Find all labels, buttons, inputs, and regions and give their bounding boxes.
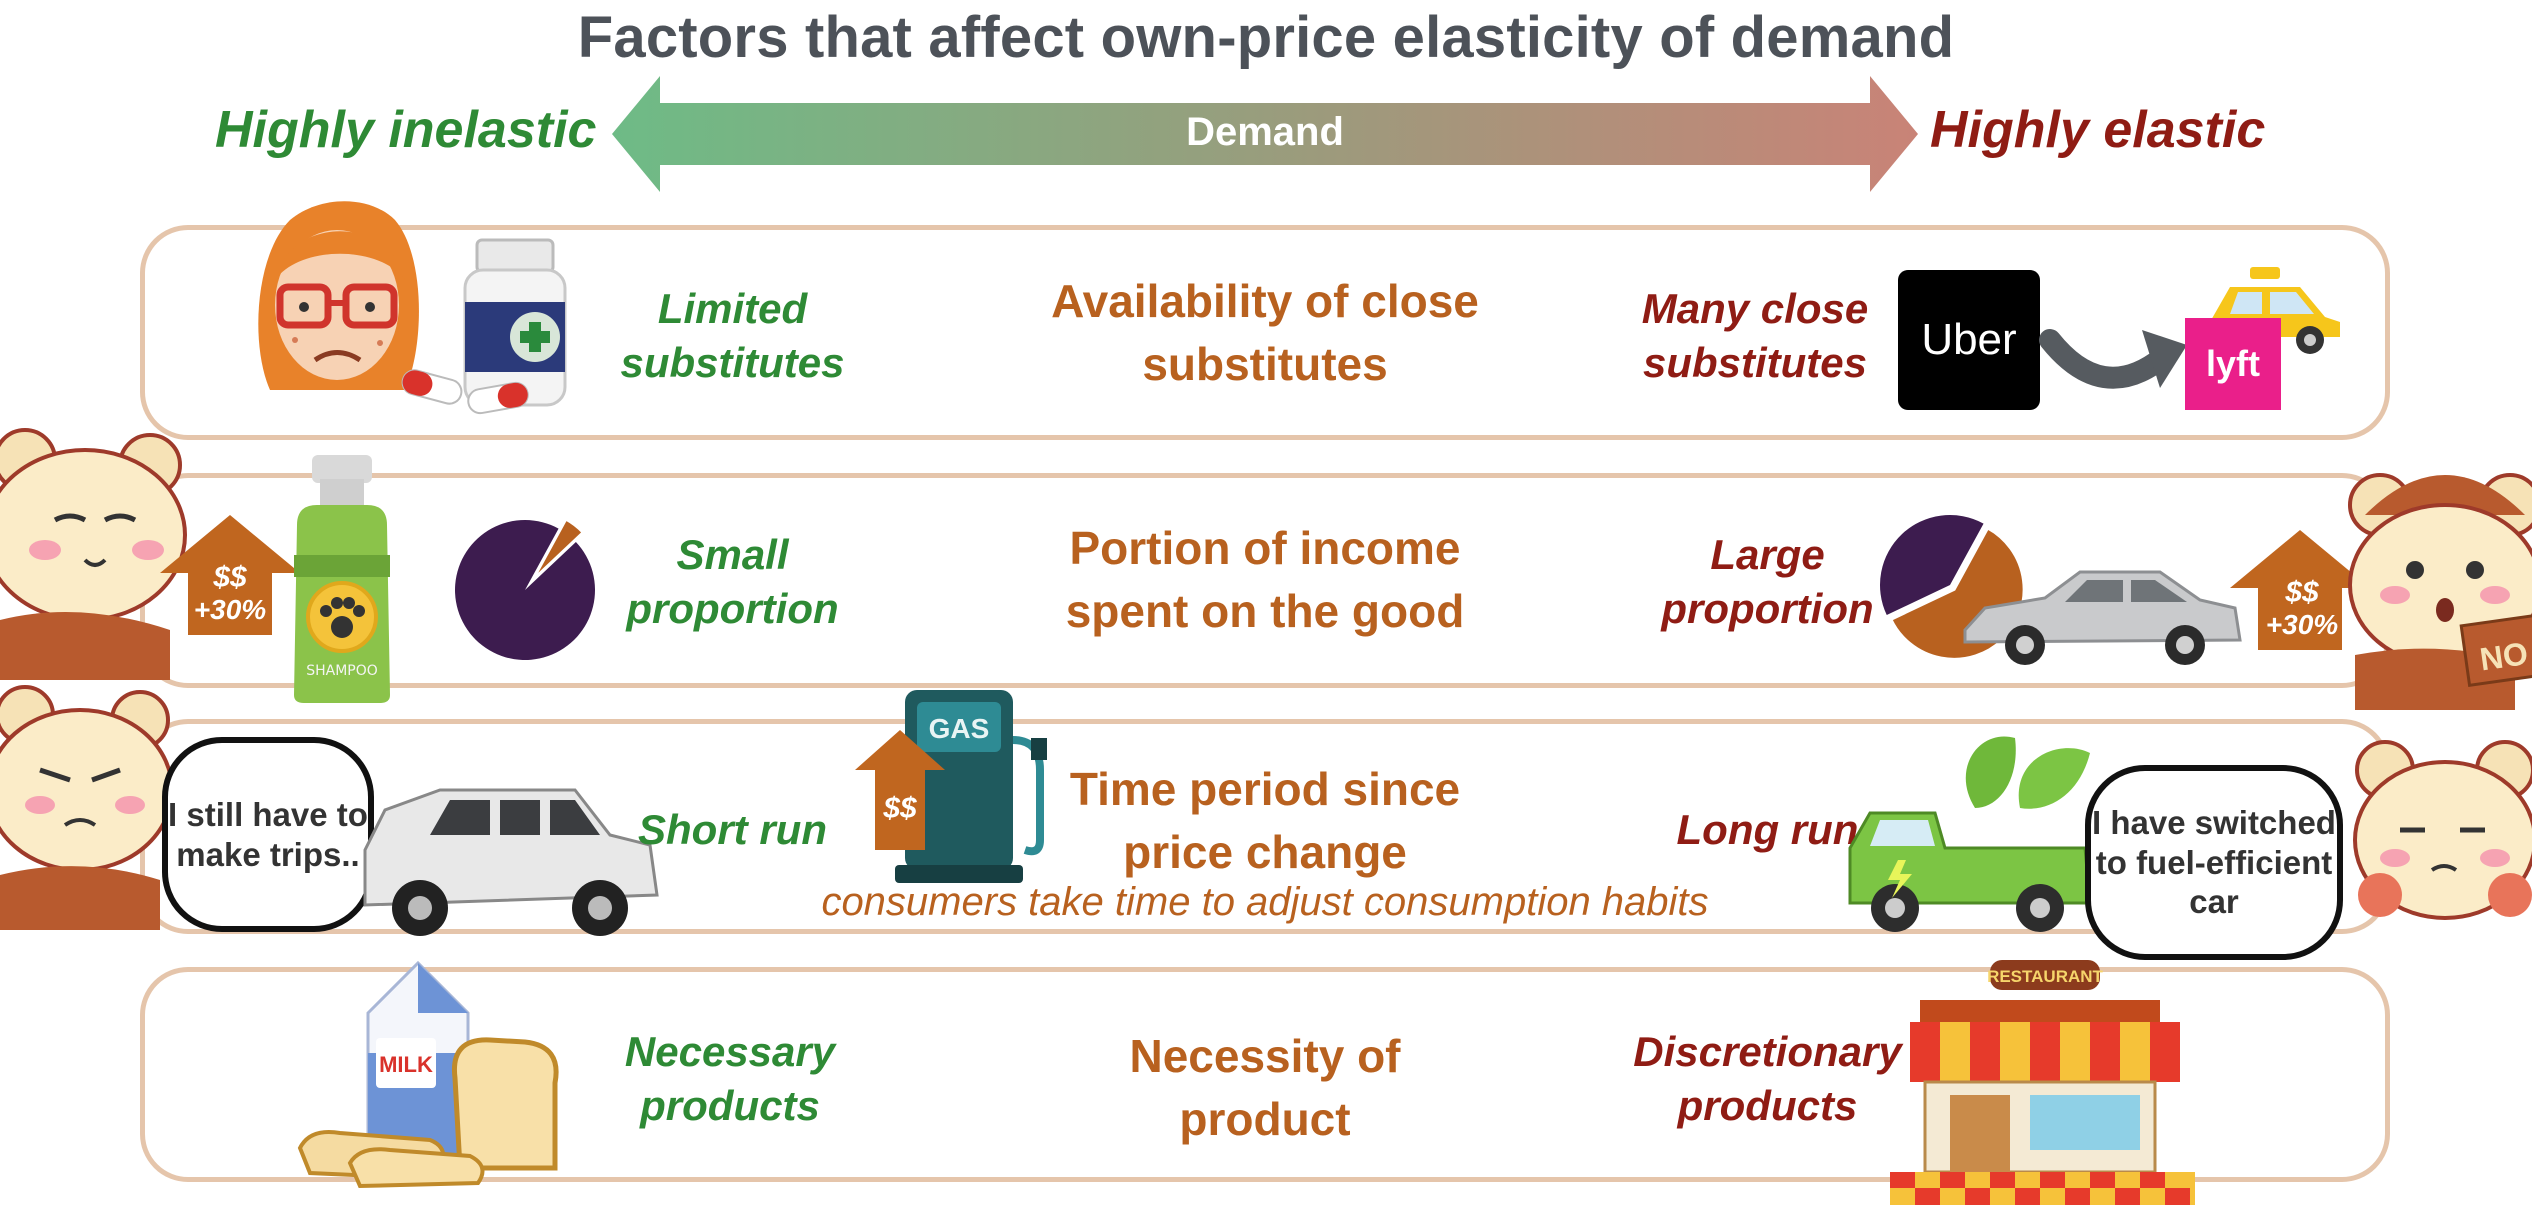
limited-substitutes-label: Limited substitutes xyxy=(620,285,845,386)
curved-arrow-icon xyxy=(2039,329,2187,389)
row-frame-necessity xyxy=(140,967,2390,1182)
speech-bubble-long-run-text: I have switched to fuel-efficient car xyxy=(2092,804,2336,921)
worried-woman-icon xyxy=(258,201,419,390)
speech-bubble-short-run-text: I still have to make trips.. xyxy=(168,795,368,873)
factor-necessity-of-product: Necessity of product xyxy=(1129,1030,1401,1145)
price-tag-dollars: $$ xyxy=(212,561,247,594)
sleepy-bear-icon xyxy=(2353,740,2532,920)
uber-logo-icon: Uber xyxy=(1898,270,2040,410)
restaurant-sign-text: RESTAURANT xyxy=(1987,967,2103,986)
uber-logo-text: Uber xyxy=(1921,315,2017,364)
calm-bear-icon xyxy=(0,428,187,680)
shampoo-bottle-icon: SHAMPOO xyxy=(294,455,390,703)
highly-elastic-label: Highly elastic xyxy=(1930,101,2266,159)
factor-availability-of-substitutes: Availability of close substitutes xyxy=(1051,275,1479,390)
small-slice-pie-icon xyxy=(455,517,595,660)
price-up-arrow-icon: $$ +30% xyxy=(2230,530,2370,650)
price-up-arrow-icon: $$ +30% xyxy=(160,515,300,635)
many-close-substitutes-label: Many close substitutes xyxy=(1641,285,1869,386)
medicine-bottle-icon xyxy=(463,238,567,407)
pie-remainder-slice xyxy=(1880,515,1984,615)
short-run-label: Short run xyxy=(638,806,827,853)
bread-icon xyxy=(297,1037,559,1189)
eco-truck-icon xyxy=(1848,736,2092,932)
shampoo-label: SHAMPOO xyxy=(306,663,378,679)
price-tag-dollars-right: $$ xyxy=(2284,576,2319,609)
price-change-text-right: +30% xyxy=(2266,609,2338,640)
pie-highlight-slice xyxy=(531,517,586,582)
pill-capsule-icon xyxy=(401,369,529,415)
demand-scale-arrow xyxy=(612,76,1918,192)
gas-pump-icon: GAS $$ xyxy=(855,690,1047,883)
suv-icon xyxy=(363,788,659,936)
page-title: Factors that affect own-price elasticity… xyxy=(577,5,1955,70)
sedan-car-icon xyxy=(1963,570,2242,665)
checker-floor xyxy=(1890,1172,2195,1205)
speech-bubble-long-run: I have switched to fuel-efficient car xyxy=(2085,765,2343,960)
speech-bubble-short-run: I still have to make trips.. xyxy=(162,737,374,932)
factor-time-period: Time period since price change xyxy=(1069,763,1461,878)
highly-inelastic-label: Highly inelastic xyxy=(215,101,597,159)
discretionary-products-label: Discretionary products xyxy=(1633,1028,1902,1129)
shocked-bear-icon: NO xyxy=(2348,473,2532,710)
demand-label: Demand xyxy=(1186,110,1344,154)
lyft-logo-text: lyft xyxy=(2206,343,2260,384)
necessary-products-label: Necessary products xyxy=(624,1028,836,1129)
grumpy-bear-icon xyxy=(0,685,174,930)
no-sign-text: NO xyxy=(2478,635,2531,677)
gas-price-tag: $$ xyxy=(882,792,917,825)
price-change-text: +30% xyxy=(194,594,266,625)
restaurant-icon: RESTAURANT xyxy=(1890,960,2195,1205)
milk-label: MILK xyxy=(379,1052,433,1077)
awning-stripes xyxy=(1910,1022,2180,1082)
row-frame-substitutes xyxy=(140,225,2390,440)
time-adjustment-note: consumers take time to adjust consumptio… xyxy=(821,880,1709,924)
large-proportion-label: Large proportion xyxy=(1661,531,1874,632)
small-proportion-label: Small proportion xyxy=(626,531,839,632)
gas-label: GAS xyxy=(929,713,990,744)
long-run-label: Long run xyxy=(1676,806,1859,853)
factor-portion-of-income: Portion of income spent on the good xyxy=(1065,522,1465,637)
lyft-logo-icon: lyft xyxy=(2185,318,2281,410)
pie-remainder-slice xyxy=(455,520,595,660)
